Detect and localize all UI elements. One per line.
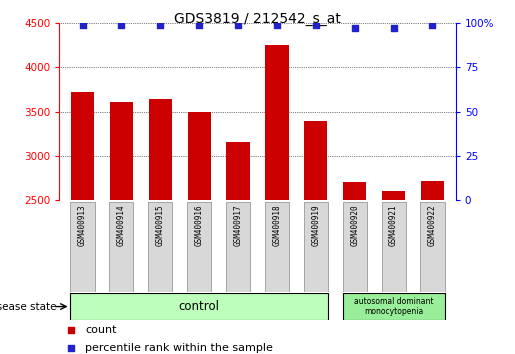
Point bbox=[428, 22, 437, 28]
Text: GSM400914: GSM400914 bbox=[117, 205, 126, 246]
Text: GSM400915: GSM400915 bbox=[156, 205, 165, 246]
Text: count: count bbox=[85, 325, 116, 335]
Bar bbox=[71, 92, 94, 200]
Point bbox=[312, 22, 320, 28]
Bar bbox=[265, 202, 289, 292]
Text: GSM400917: GSM400917 bbox=[234, 205, 243, 246]
Bar bbox=[304, 202, 328, 292]
Bar bbox=[420, 202, 444, 292]
Bar bbox=[149, 99, 172, 200]
Bar bbox=[343, 182, 366, 200]
Text: GSM400918: GSM400918 bbox=[272, 205, 281, 246]
Bar bbox=[421, 181, 444, 200]
Text: disease state: disease state bbox=[0, 302, 57, 312]
Bar bbox=[382, 202, 406, 292]
Point bbox=[389, 25, 398, 31]
Text: GSM400920: GSM400920 bbox=[350, 205, 359, 246]
Text: GSM400913: GSM400913 bbox=[78, 205, 87, 246]
Point bbox=[362, 118, 370, 124]
Point bbox=[234, 22, 242, 28]
Point bbox=[78, 22, 87, 28]
Text: GDS3819 / 212542_s_at: GDS3819 / 212542_s_at bbox=[174, 12, 341, 27]
Bar bbox=[187, 113, 211, 200]
Point bbox=[195, 22, 203, 28]
Bar bbox=[304, 121, 328, 200]
Bar bbox=[342, 202, 367, 292]
Point bbox=[362, 277, 370, 283]
Bar bbox=[226, 202, 250, 292]
Text: percentile rank within the sample: percentile rank within the sample bbox=[85, 343, 273, 353]
Bar bbox=[71, 293, 328, 320]
Bar bbox=[109, 202, 133, 292]
Bar bbox=[227, 142, 250, 200]
Bar bbox=[148, 202, 173, 292]
Bar bbox=[382, 191, 405, 200]
Bar bbox=[187, 202, 211, 292]
Text: GSM400921: GSM400921 bbox=[389, 205, 398, 246]
Bar bbox=[265, 45, 288, 200]
Point bbox=[156, 22, 164, 28]
Text: GSM400919: GSM400919 bbox=[311, 205, 320, 246]
Text: control: control bbox=[179, 300, 220, 313]
Bar bbox=[110, 102, 133, 200]
Point bbox=[273, 22, 281, 28]
Text: GSM400922: GSM400922 bbox=[428, 205, 437, 246]
Point bbox=[351, 25, 359, 31]
Text: GSM400916: GSM400916 bbox=[195, 205, 204, 246]
Bar bbox=[342, 293, 444, 320]
Bar bbox=[71, 202, 95, 292]
Point bbox=[117, 22, 126, 28]
Text: autosomal dominant
monocytopenia: autosomal dominant monocytopenia bbox=[354, 297, 433, 316]
